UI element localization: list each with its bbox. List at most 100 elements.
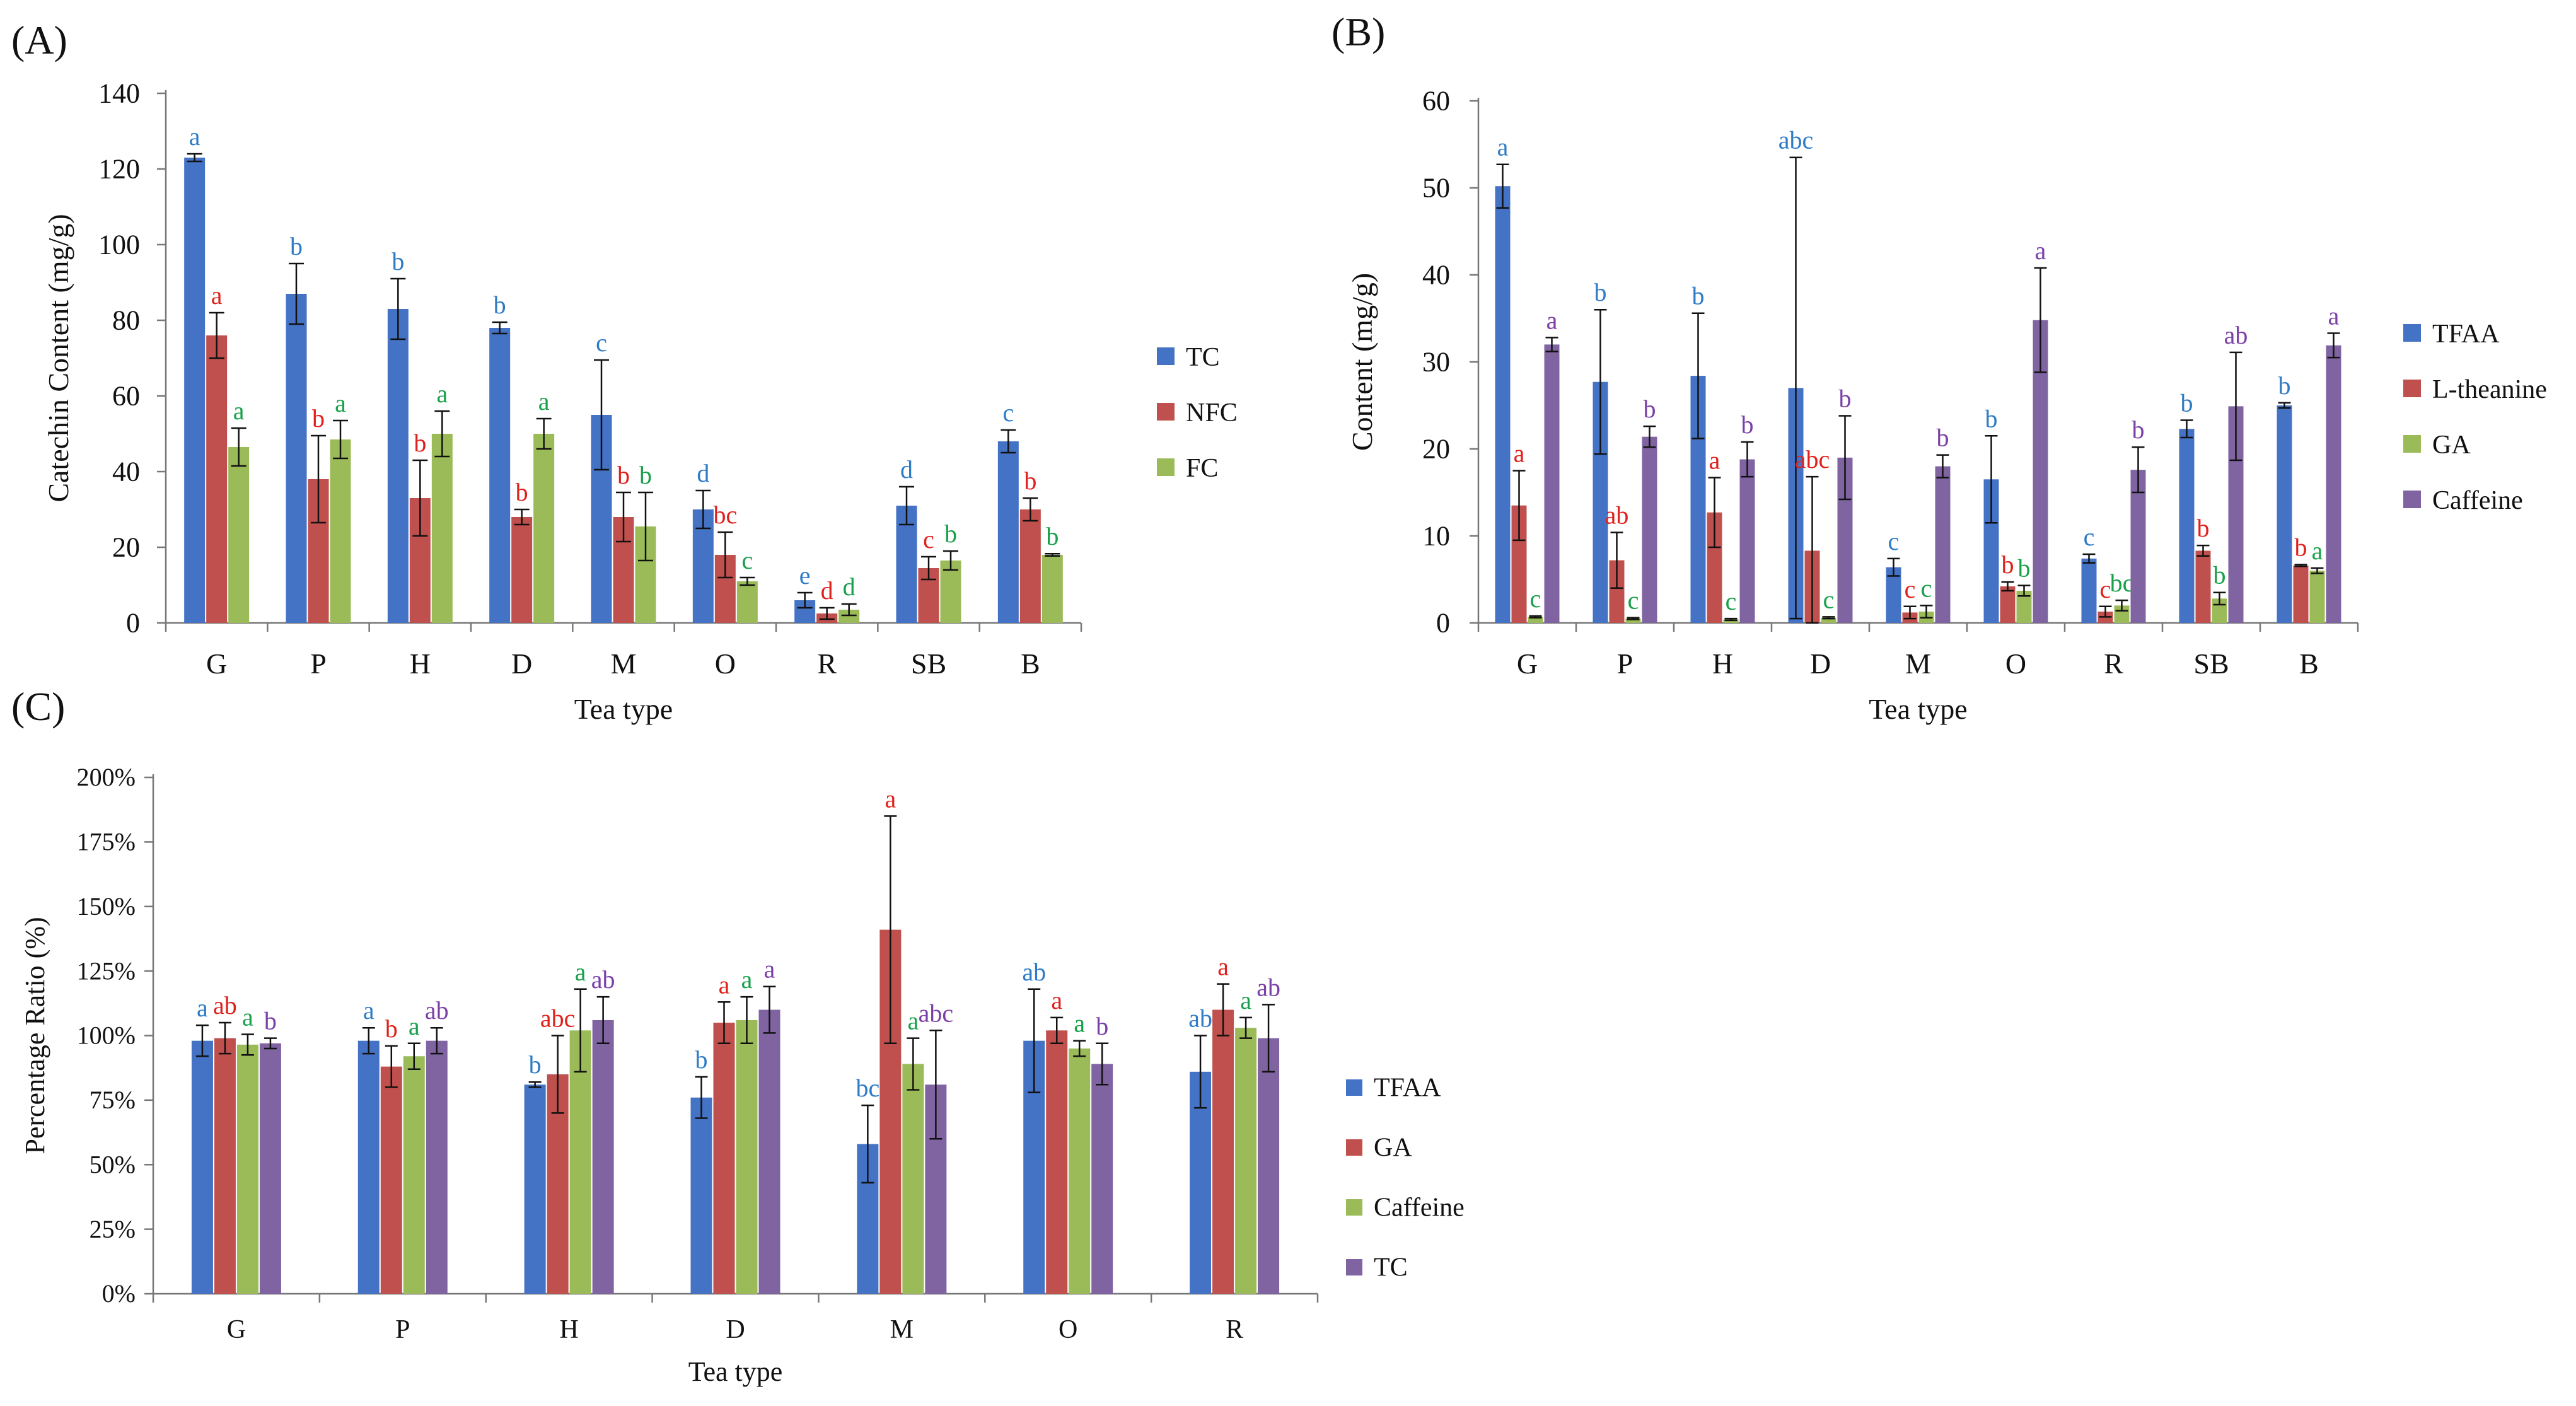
bar-tfaa — [2277, 405, 2292, 623]
bar-ga — [1625, 619, 1641, 623]
x-tick-label: G — [227, 1315, 246, 1344]
y-tick-label: 20 — [1422, 434, 1450, 465]
significance-letter: ab — [591, 965, 615, 994]
x-tick-label: R — [1226, 1315, 1243, 1344]
bar-nfc — [1019, 509, 1041, 623]
legend-label: TFAA — [1374, 1074, 1441, 1103]
x-tick-label: M — [1905, 648, 1931, 680]
bar-caffeine — [2326, 345, 2341, 623]
legend-label: GA — [2432, 431, 2471, 460]
significance-letter: b — [1692, 282, 1705, 310]
x-tick-label: O — [1059, 1315, 1077, 1344]
significance-letter: a — [741, 965, 753, 994]
significance-letter: a — [242, 1002, 253, 1031]
significance-letter: a — [189, 122, 200, 151]
significance-letter: c — [923, 525, 934, 554]
bar-l-theanine — [2000, 586, 2016, 623]
x-tick-label: D — [726, 1315, 745, 1344]
legend-label: TFAA — [2432, 320, 2500, 349]
legend-swatch — [1157, 403, 1175, 421]
significance-letter: ab — [1188, 1004, 1212, 1033]
significance-letter: a — [409, 1012, 420, 1040]
significance-letter: b — [1937, 424, 1949, 452]
legend-swatch — [2403, 491, 2421, 508]
x-tick-label: SB — [911, 648, 946, 680]
bar-ga — [1723, 619, 1739, 623]
bar-caffeine — [1235, 1028, 1257, 1294]
significance-letter: b — [2197, 514, 2210, 542]
bar-caffeine — [403, 1056, 425, 1294]
bar-tc — [259, 1043, 281, 1294]
legend-label: GA — [1374, 1134, 1412, 1163]
bar-caffeine — [1544, 344, 1560, 623]
bar-caffeine — [1069, 1048, 1091, 1294]
x-tick-label: H — [559, 1315, 578, 1344]
significance-letter: a — [1514, 439, 1525, 468]
x-tick-label: O — [2005, 648, 2026, 680]
bar-ga — [1046, 1030, 1068, 1294]
y-tick-label: 0 — [126, 608, 140, 639]
bar-fc — [940, 561, 961, 623]
legend-swatch — [2403, 324, 2421, 342]
significance-letter: b — [1594, 278, 1607, 306]
significance-letter: c — [1002, 398, 1014, 427]
legend-label: NFC — [1186, 398, 1238, 427]
significance-letter: a — [436, 380, 448, 408]
y-tick-label: 30 — [1422, 347, 1450, 378]
x-axis-title: Tea type — [1869, 693, 1967, 725]
bar-nfc — [206, 335, 228, 623]
significance-letter: a — [1497, 133, 1509, 161]
x-tick-label: D — [1810, 648, 1831, 680]
significance-letter: a — [719, 970, 730, 999]
y-tick-label: 50 — [1422, 173, 1450, 204]
y-tick-label: 125% — [77, 956, 136, 985]
x-tick-label: P — [395, 1315, 410, 1344]
significance-letter: a — [335, 389, 346, 417]
bar-caffeine — [1739, 459, 1755, 623]
significance-letter: a — [2312, 537, 2323, 565]
bar-fc — [736, 581, 758, 623]
legend-swatch — [1346, 1259, 1362, 1275]
significance-letter: b — [2002, 550, 2014, 579]
significance-letter: c — [1530, 584, 1541, 613]
chart-panel-2: (B) 0 10 20 30 40 50 60 Content (mg/g) Tea type G P… — [1332, 9, 2547, 725]
significance-letter: a — [764, 955, 775, 984]
bar-ga — [713, 1023, 735, 1294]
significance-letter: a — [1709, 446, 1720, 475]
significance-letter: b — [1839, 385, 1852, 413]
bar-tfaa — [191, 1040, 213, 1294]
significance-letter: b — [392, 247, 404, 276]
bar-ga — [214, 1038, 236, 1294]
legend-swatch — [2403, 380, 2421, 397]
significance-letter: b — [944, 520, 957, 548]
significance-letter: ab — [1256, 973, 1280, 1001]
bar-ga — [2309, 571, 2325, 623]
bar-tfaa — [2081, 558, 2097, 623]
bar-tc — [758, 1009, 780, 1294]
significance-letter: c — [2100, 575, 2111, 603]
significance-letter: a — [575, 958, 586, 986]
significance-letter: abc — [1778, 126, 1814, 154]
significance-letter: b — [2295, 533, 2307, 562]
bar-tc — [1091, 1064, 1113, 1294]
y-tick-label: 0% — [102, 1279, 136, 1308]
x-tick-label: G — [206, 648, 227, 680]
bar-caffeine — [1935, 466, 1951, 623]
significance-letter: bc — [713, 501, 737, 529]
significance-letter: a — [1217, 953, 1229, 981]
y-tick-label: 50% — [90, 1150, 136, 1178]
significance-letter: a — [233, 397, 245, 425]
x-tick-label: B — [1021, 648, 1040, 680]
y-tick-label: 140 — [98, 78, 140, 109]
bar-fc — [228, 447, 250, 623]
x-tick-label: H — [410, 648, 431, 680]
y-tick-label: 0 — [1436, 608, 1450, 639]
legend-swatch — [1157, 458, 1175, 476]
x-tick-label: B — [2299, 648, 2319, 680]
legend-label: FC — [1186, 454, 1218, 483]
significance-letter: d — [900, 455, 913, 484]
significance-letter: c — [1921, 574, 1932, 602]
significance-letter: b — [2018, 554, 2031, 583]
significance-letter: a — [363, 996, 374, 1025]
significance-letter: b — [695, 1045, 708, 1074]
